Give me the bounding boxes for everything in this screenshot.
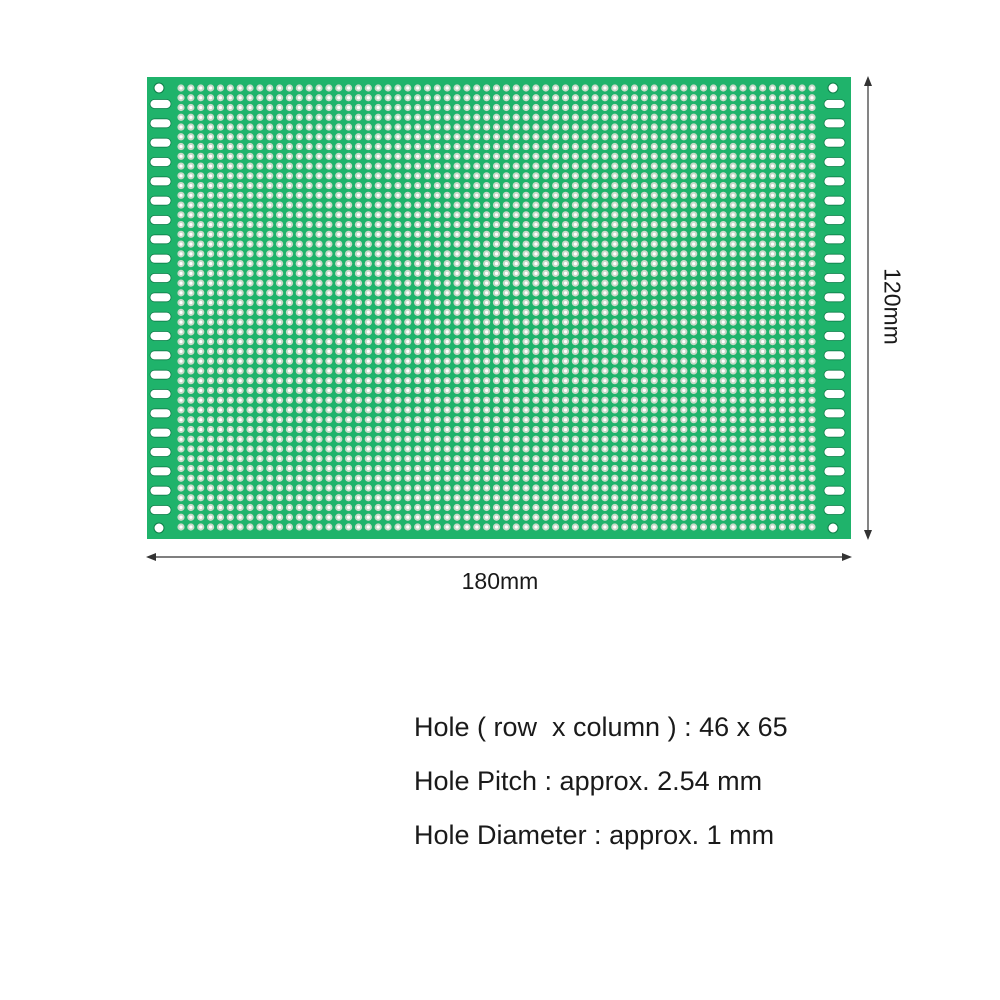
- edge-slot: [823, 215, 846, 225]
- edge-slot: [823, 292, 846, 303]
- hole-grid: [177, 84, 816, 531]
- mounting-hole: [153, 82, 165, 94]
- edge-slot: [823, 234, 846, 245]
- spec-hole-diameter: Hole Diameter : approx. 1 mm: [414, 820, 775, 850]
- edge-slot: [149, 176, 172, 187]
- edge-slot: [823, 118, 846, 129]
- spec-hole-count: Hole ( row x column ) : 46 x 65: [414, 712, 788, 742]
- edge-slot: [149, 311, 172, 322]
- edge-slot: [149, 389, 172, 399]
- edge-slot: [823, 389, 846, 399]
- edge-slot: [823, 195, 846, 206]
- edge-slot: [823, 331, 846, 341]
- edge-slot: [823, 311, 846, 322]
- edge-slot: [149, 447, 172, 457]
- edge-slot: [149, 466, 172, 477]
- edge-slot: [149, 215, 172, 225]
- edge-slot: [149, 118, 172, 129]
- edge-slot: [149, 350, 172, 361]
- spec-list: Hole ( row x column ) : 46 x 65 Hole Pit…: [414, 700, 974, 862]
- edge-slot: [823, 350, 846, 361]
- height-dimension-line: [864, 76, 872, 540]
- edge-slot: [149, 157, 172, 167]
- edge-slot: [149, 99, 172, 109]
- edge-slot: [149, 331, 172, 341]
- edge-slot: [823, 408, 846, 419]
- width-label: 180mm: [461, 568, 539, 594]
- edge-slot: [823, 485, 846, 496]
- edge-slot: [149, 234, 172, 245]
- edge-slot: [149, 427, 172, 438]
- edge-slot: [149, 253, 172, 264]
- edge-slot: [823, 99, 846, 109]
- edge-slot: [823, 505, 846, 515]
- edge-slot: [149, 292, 172, 303]
- edge-slot: [149, 273, 172, 283]
- corner-mounting-holes: [153, 82, 839, 534]
- edge-slot: [823, 176, 846, 187]
- edge-slot: [149, 505, 172, 515]
- edge-slot: [149, 137, 172, 148]
- edge-slot: [823, 273, 846, 283]
- edge-slot: [823, 253, 846, 264]
- spec-hole-pitch: Hole Pitch : approx. 2.54 mm: [414, 766, 763, 796]
- mounting-hole: [827, 522, 839, 534]
- edge-slot: [823, 427, 846, 438]
- edge-slot: [149, 485, 172, 496]
- edge-slot: [823, 157, 846, 167]
- edge-slot: [823, 137, 846, 148]
- height-label: 120mm: [879, 268, 906, 345]
- edge-slot: [149, 408, 172, 419]
- edge-slot: [823, 369, 846, 380]
- width-dimension-line: [146, 553, 852, 561]
- edge-slot: [823, 447, 846, 457]
- edge-slots: [149, 99, 846, 515]
- edge-slot: [823, 466, 846, 477]
- edge-slot: [149, 195, 172, 206]
- pcb-board-figure: [146, 76, 872, 561]
- mounting-hole: [153, 522, 165, 534]
- edge-slot: [149, 369, 172, 380]
- mounting-hole: [827, 82, 839, 94]
